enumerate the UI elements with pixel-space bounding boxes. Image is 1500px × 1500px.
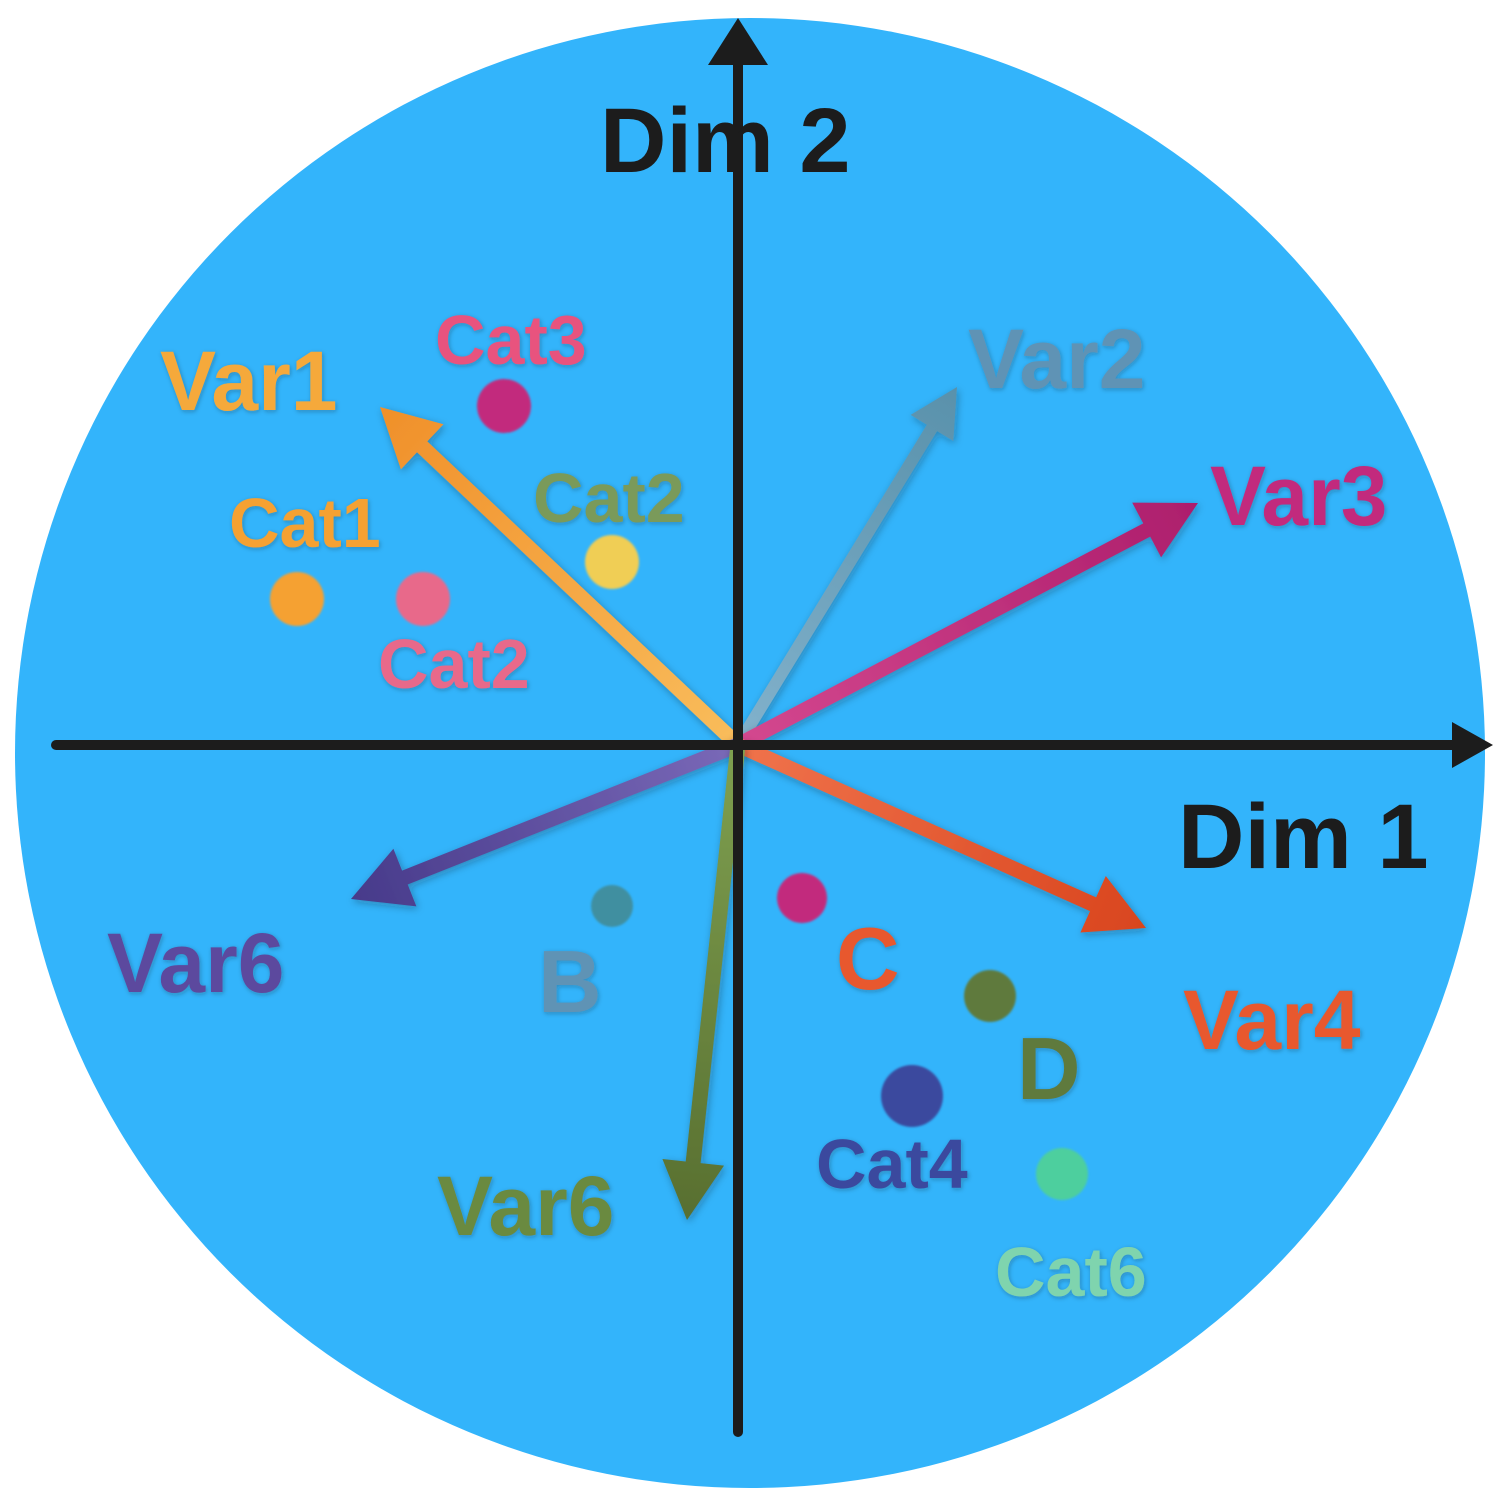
svg-text:Cat2: Cat2 xyxy=(378,625,530,703)
svg-text:B: B xyxy=(538,932,602,1031)
svg-text:Cat6: Cat6 xyxy=(995,1233,1147,1311)
svg-text:Dim 2: Dim 2 xyxy=(600,90,851,192)
svg-text:Dim 1: Dim 1 xyxy=(1178,786,1429,888)
svg-text:Var1: Var1 xyxy=(160,334,338,428)
svg-text:Cat4: Cat4 xyxy=(816,1125,968,1203)
svg-text:Var6: Var6 xyxy=(107,916,285,1010)
svg-text:D: D xyxy=(1017,1019,1081,1118)
svg-text:Var4: Var4 xyxy=(1183,973,1361,1067)
svg-text:Var6: Var6 xyxy=(437,1159,615,1253)
svg-text:Var3: Var3 xyxy=(1210,449,1388,543)
svg-text:Cat3: Cat3 xyxy=(435,301,587,379)
svg-text:Cat2: Cat2 xyxy=(533,459,685,537)
svg-text:C: C xyxy=(836,909,900,1008)
svg-text:Var2: Var2 xyxy=(968,312,1146,406)
svg-text:Cat1: Cat1 xyxy=(229,484,381,562)
